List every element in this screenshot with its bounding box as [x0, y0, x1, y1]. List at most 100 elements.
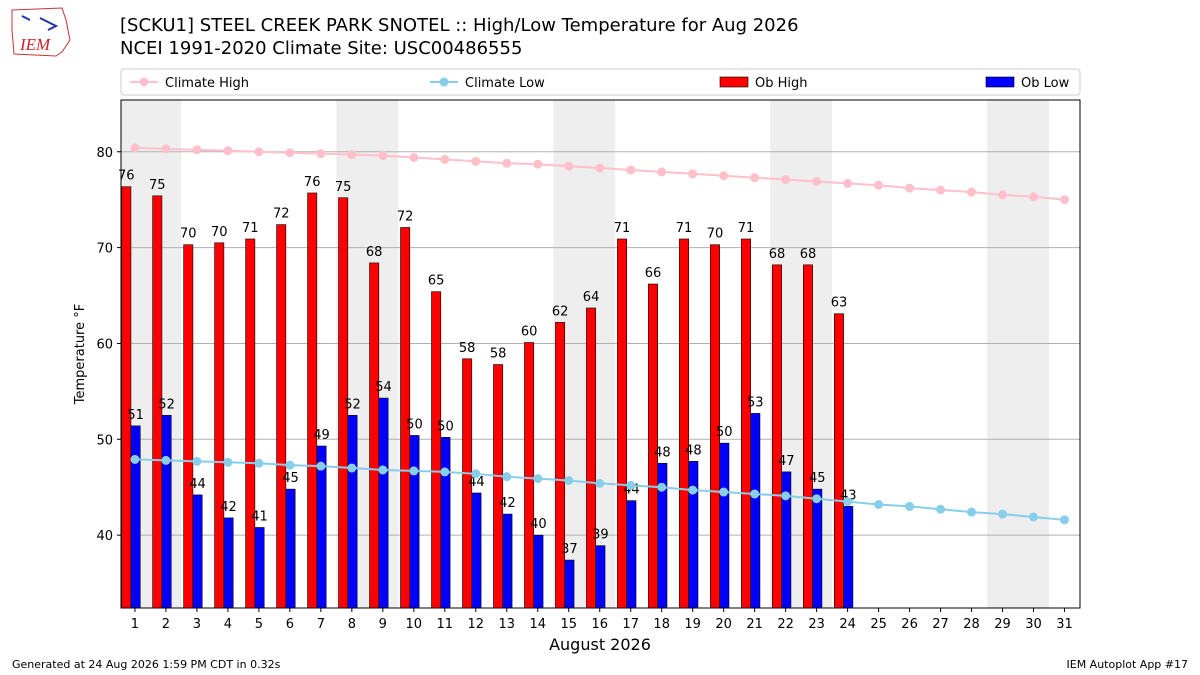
- point: [967, 187, 977, 197]
- point: [595, 478, 605, 488]
- footer-right: IEM Autoplot App #17: [1067, 658, 1189, 671]
- x-tick-label: 15: [560, 617, 577, 632]
- data-label: 50: [406, 417, 423, 432]
- x-tick-label: 11: [437, 617, 454, 632]
- point: [409, 466, 419, 476]
- data-label: 48: [685, 443, 702, 458]
- data-label: 48: [654, 445, 671, 460]
- point: [502, 158, 512, 168]
- point: [254, 147, 264, 157]
- data-label: 50: [716, 425, 733, 440]
- data-label: 44: [468, 475, 485, 490]
- x-tick-label: 26: [901, 617, 918, 632]
- x-tick-label: 13: [498, 617, 515, 632]
- logo-icon: [21, 15, 59, 31]
- x-tick-label: 1: [131, 617, 139, 632]
- y-tick-label: 50: [96, 433, 113, 448]
- bar: [533, 534, 544, 609]
- legend-swatch: [719, 76, 749, 88]
- bar: [555, 322, 566, 609]
- data-label: 45: [282, 471, 299, 486]
- y-tick-label: 80: [96, 146, 113, 161]
- x-tick-label: 6: [286, 617, 294, 632]
- bar: [307, 192, 318, 609]
- point: [130, 454, 140, 464]
- point: [254, 458, 264, 468]
- legend-label: Ob Low: [1021, 76, 1070, 91]
- x-tick-label: 12: [468, 617, 485, 632]
- data-label: 54: [375, 380, 392, 395]
- point: [409, 153, 419, 163]
- legend-swatch: [985, 76, 1015, 88]
- point: [1029, 512, 1039, 522]
- point: [936, 504, 946, 514]
- bar: [595, 545, 606, 609]
- bar: [772, 264, 782, 609]
- y-tick-label: 70: [96, 242, 113, 257]
- legend-marker: [439, 77, 449, 87]
- bar: [378, 397, 389, 609]
- point: [378, 465, 388, 475]
- point: [440, 154, 450, 164]
- data-label: 76: [118, 169, 135, 184]
- bar: [679, 238, 689, 609]
- bar: [130, 425, 141, 609]
- x-tick-label: 4: [224, 617, 232, 632]
- point: [905, 501, 915, 511]
- logo-outline: [11, 7, 71, 57]
- data-label: 42: [499, 496, 516, 511]
- data-label: 47: [778, 454, 795, 469]
- bar: [121, 186, 132, 609]
- footer-left: Generated at 24 Aug 2026 1:59 PM CDT in …: [12, 658, 281, 671]
- bar: [431, 291, 442, 609]
- x-tick-label: 9: [379, 617, 387, 632]
- y-axis-label: Temperature °F: [73, 304, 88, 405]
- point: [471, 469, 481, 479]
- point: [347, 463, 357, 473]
- x-tick-label: 3: [193, 617, 201, 632]
- point: [161, 455, 171, 465]
- bar: [369, 262, 380, 609]
- data-label: 68: [769, 247, 786, 262]
- point: [874, 180, 884, 190]
- data-label: 72: [397, 209, 414, 224]
- bar: [493, 364, 504, 609]
- point: [440, 467, 450, 477]
- point: [192, 456, 202, 466]
- x-tick-label: 17: [622, 617, 639, 632]
- point: [750, 489, 760, 499]
- x-tick-label: 29: [994, 617, 1011, 632]
- point: [626, 480, 636, 490]
- x-tick-label: 2: [162, 617, 170, 632]
- data-label: 70: [707, 227, 724, 242]
- legend-label: Climate High: [165, 76, 249, 91]
- point: [843, 178, 853, 188]
- data-label: 41: [251, 509, 268, 524]
- bar: [524, 342, 535, 609]
- point: [750, 173, 760, 183]
- legend-label: Ob High: [755, 76, 808, 91]
- point: [285, 148, 295, 158]
- y-tick-label: 40: [96, 529, 113, 544]
- bar: [502, 513, 513, 609]
- point: [285, 460, 295, 470]
- legend-marker: [139, 77, 149, 87]
- bar: [834, 313, 844, 609]
- data-label: 68: [366, 245, 383, 260]
- bar: [285, 488, 296, 609]
- point: [812, 176, 822, 186]
- bar: [254, 527, 265, 609]
- point: [626, 165, 636, 175]
- point: [998, 509, 1008, 519]
- y-tick-label: 60: [96, 337, 113, 352]
- bar: [192, 494, 203, 609]
- bar: [223, 517, 234, 609]
- bar: [245, 238, 256, 609]
- data-label: 37: [561, 542, 578, 557]
- x-tick-label: 14: [529, 617, 546, 632]
- x-tick-label: 28: [963, 617, 980, 632]
- bar: [719, 442, 730, 609]
- point: [533, 474, 543, 484]
- point: [657, 482, 667, 492]
